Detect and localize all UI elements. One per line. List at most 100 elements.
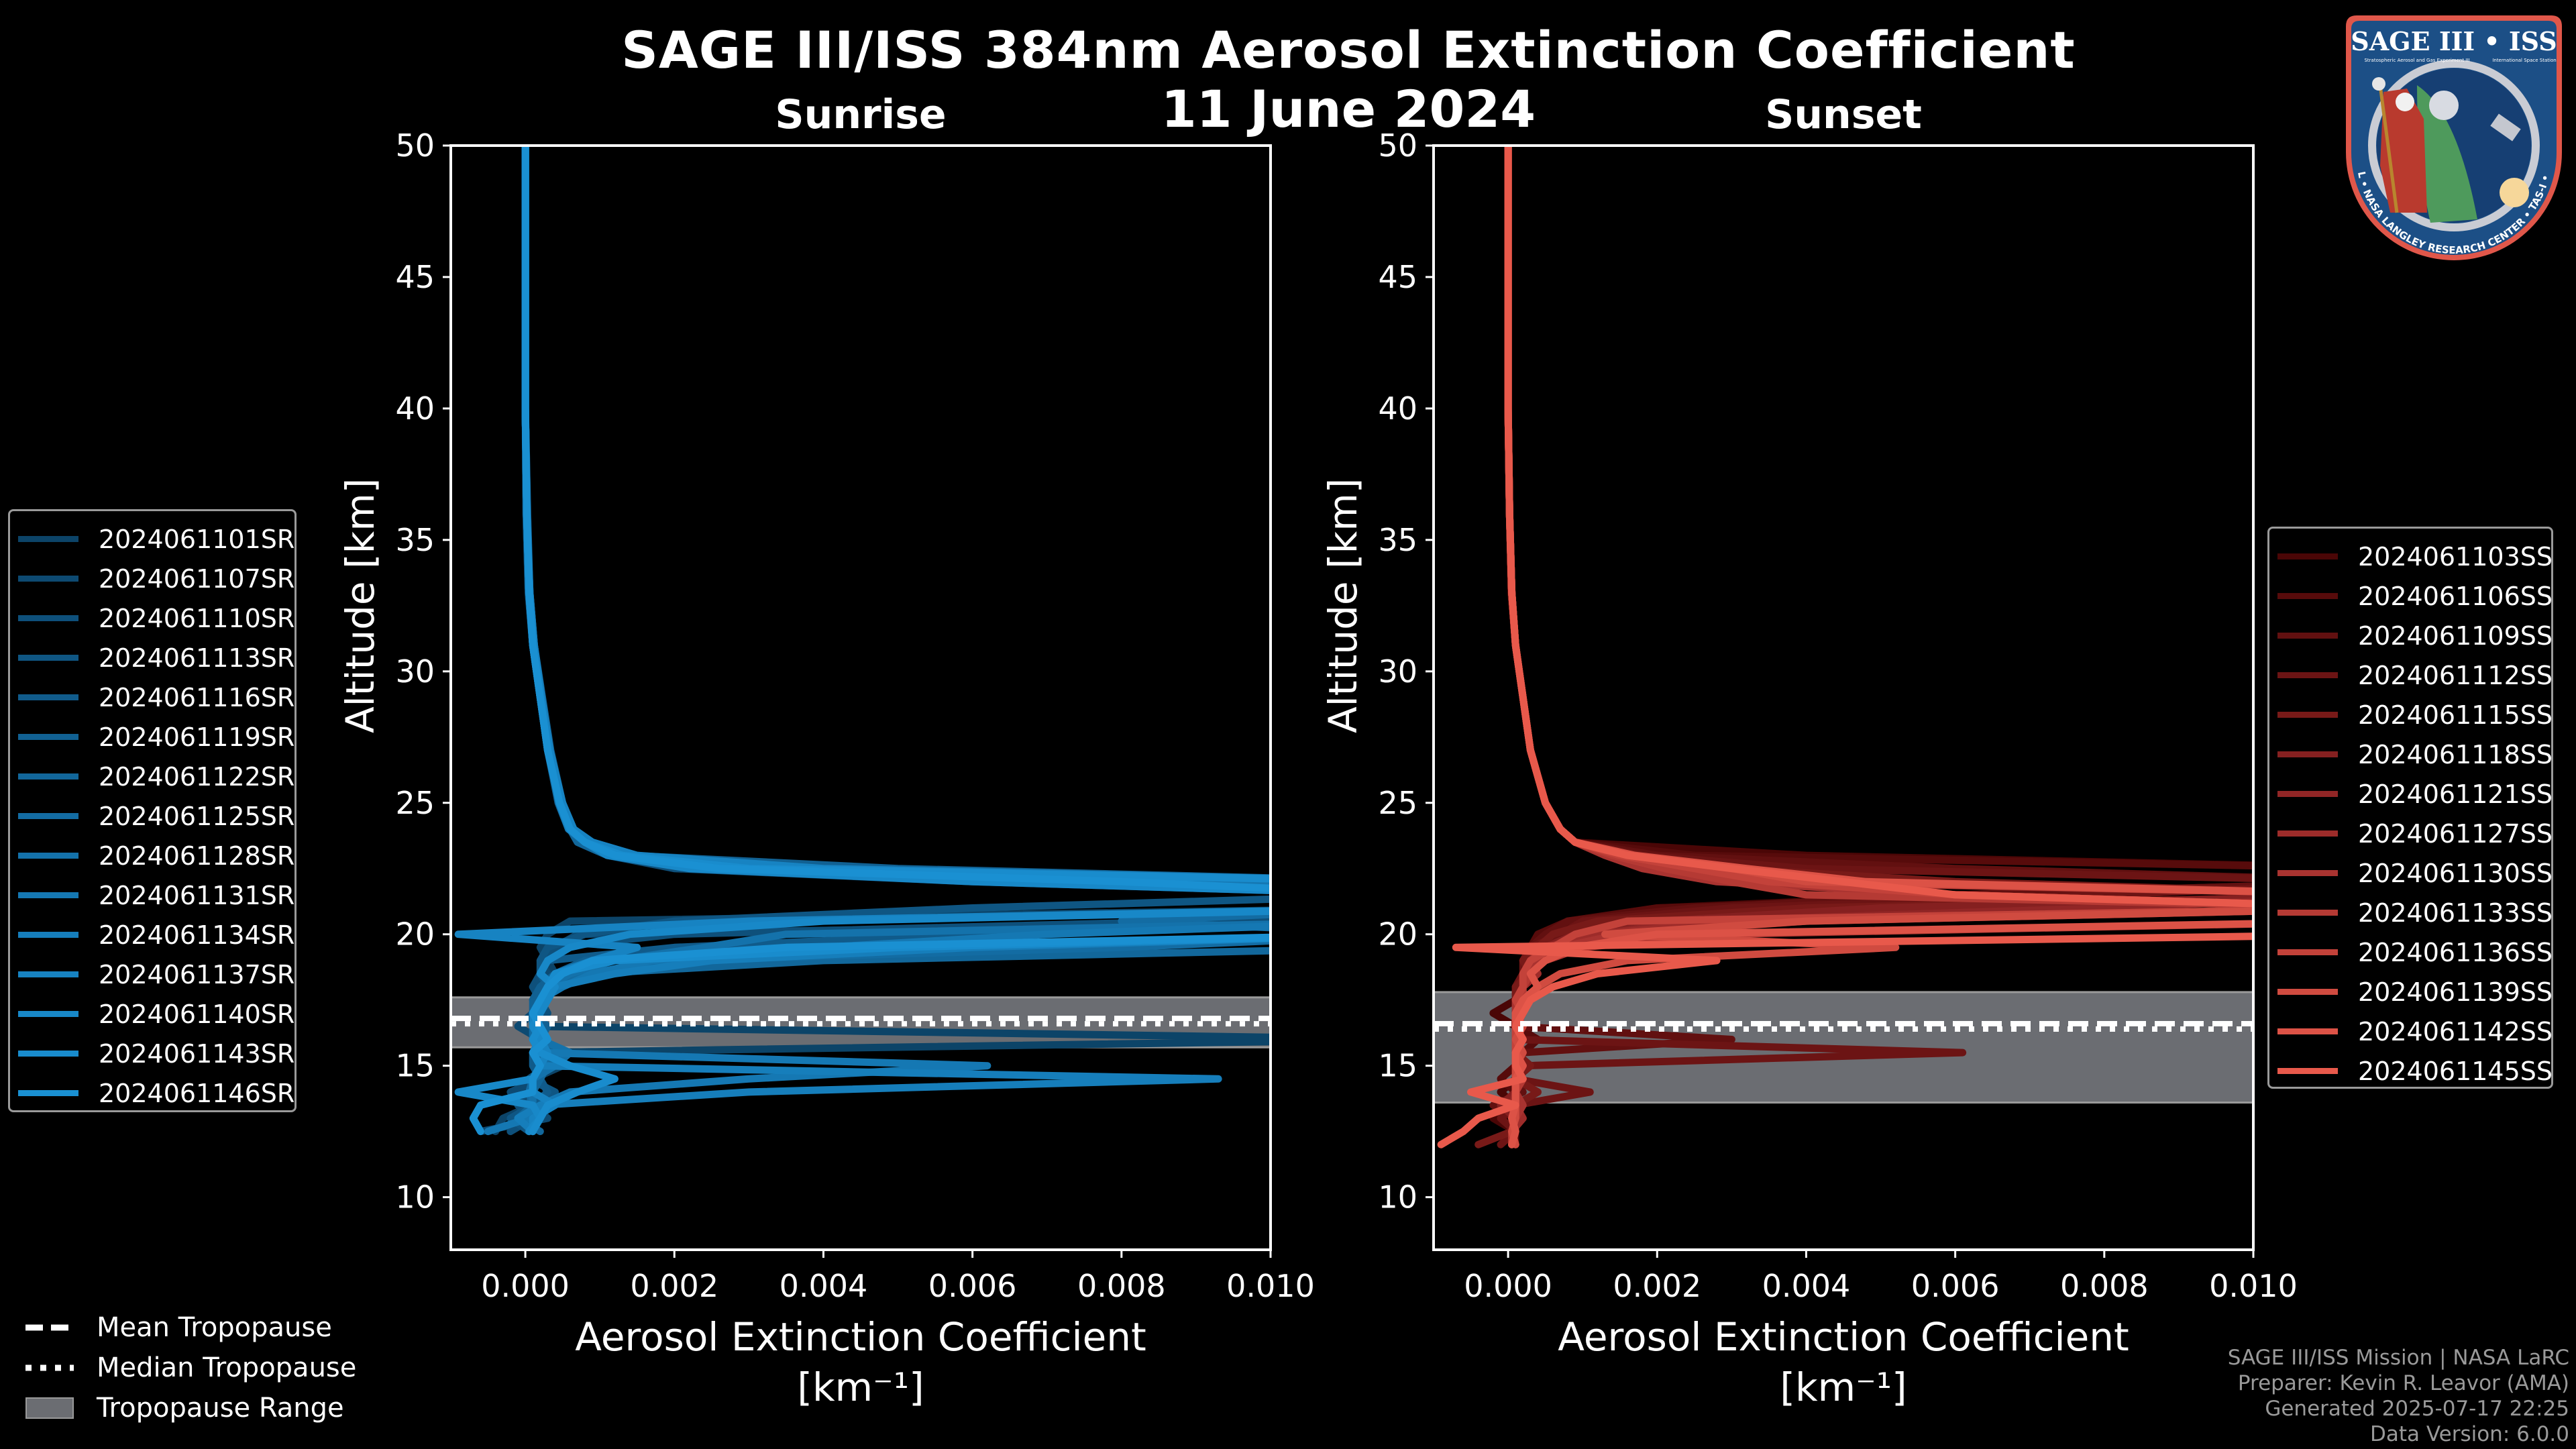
sunrise-profile-2024061137SR (454, 146, 1271, 1136)
median-tropopause-label: Median Tropopause (97, 1352, 357, 1383)
sunrise-profile-2024061122SR (514, 146, 1271, 1136)
legend-label: 2024061107SR (99, 564, 295, 594)
date-title: 11 June 2024 (1161, 79, 1536, 139)
sunrise-profile-2024061146SR (469, 146, 1271, 1136)
sunset-ylabel: Altitude [km] (1320, 478, 1366, 733)
legend-line-swatch (18, 1011, 78, 1017)
logo-title: SAGE III • ISS (2351, 26, 2557, 56)
sunrise-ytick-label: 20 (395, 916, 435, 953)
legend-item: 2024061143SR (10, 1034, 294, 1073)
legend-item: 2024061109SS (2269, 616, 2553, 655)
legend-item: 2024061142SS (2269, 1012, 2553, 1051)
legend-item: 2024061122SR (10, 757, 294, 796)
legend-line-swatch (18, 971, 78, 977)
moon-icon (2429, 91, 2459, 120)
sunset-plot: 10 15 20 25 30 35 40 45 50 0.000 0.002 0.004 0.006 0.… (1320, 127, 2298, 1410)
sunset-xtick-label: 0.008 (2060, 1268, 2149, 1304)
sunrise-xlabel: Aerosol Extinction Coefficient (575, 1314, 1146, 1360)
legend-line-swatch (18, 1090, 78, 1096)
sunrise-ytick-label: 45 (395, 259, 435, 295)
sunset-ytick-label: 50 (1378, 127, 1417, 164)
staff-orb (2372, 77, 2385, 91)
sunset-ytick-label: 25 (1378, 785, 1417, 821)
legend-line-swatch (18, 615, 78, 621)
legend-item: 2024061115SS (2269, 695, 2553, 735)
mean-tropopause-label: Mean Tropopause (97, 1312, 332, 1343)
sunset-ytick-label: 40 (1378, 390, 1417, 427)
footer-generated: Generated 2025-07-17 22:25 (2265, 1397, 2569, 1421)
legend-line-swatch (18, 694, 78, 700)
legend-line-swatch (2277, 791, 2338, 797)
sunset-xtick-label: 0.002 (1613, 1268, 1701, 1304)
legend-label: 2024061110SR (99, 603, 295, 633)
logo-subtitle-right: International Space Station (2492, 58, 2556, 63)
legend-item: 2024061125SR (10, 796, 294, 836)
legend-tropopause-range: Tropopause Range (25, 1389, 344, 1428)
sunrise-ytick-label: 10 (395, 1179, 435, 1216)
legend-item: 2024061113SR (10, 638, 294, 678)
sunset-ytick-label: 45 (1378, 259, 1417, 295)
legend-label: 2024061142SS (2358, 1016, 2553, 1046)
legend-line-swatch (2277, 910, 2338, 916)
sunrise-xlabel-units: [km⁻¹] (797, 1364, 924, 1410)
sunset-xtick-label: 0.004 (1762, 1268, 1851, 1304)
legend-line-swatch (2277, 1068, 2338, 1074)
sunrise-axes-frame (449, 144, 1272, 1251)
sunrise-profile-2024061119SR (521, 146, 1271, 1136)
legend-line-swatch (18, 734, 78, 740)
sunset-xlabel-units: [km⁻¹] (1780, 1364, 1907, 1410)
sunset-legend: 2024061103SS 2024061106SS 2024061109SS 2024… (2267, 527, 2553, 1089)
legend-label: 2024061101SR (99, 524, 295, 554)
sunset-xtick-label: 0.006 (1911, 1268, 2000, 1304)
legend-line-swatch (2277, 870, 2338, 876)
legend-label: 2024061143SR (99, 1038, 295, 1069)
legend-label: 2024061119SR (99, 722, 295, 752)
sunrise-profile-2024061113SR (506, 146, 1271, 1136)
legend-line-swatch (18, 1051, 78, 1057)
sunrise-xtick-label: 0.000 (481, 1268, 570, 1304)
legend-item: 2024061116SR (10, 678, 294, 717)
legend-item: 2024061131SR (10, 875, 294, 915)
sunrise-profile-2024061143SR (521, 146, 1271, 1136)
legend-line-swatch (2277, 633, 2338, 639)
legend-item: 2024061112SS (2269, 655, 2553, 695)
sunrise-ylabel: Altitude [km] (337, 478, 383, 733)
legend-line-swatch (2277, 989, 2338, 995)
legend-item: 2024061145SS (2269, 1051, 2553, 1091)
legend-label: 2024061128SR (99, 841, 295, 871)
legend-line-swatch (18, 576, 78, 582)
legend-line-swatch (2277, 751, 2338, 757)
legend-item: 2024061101SR (10, 519, 294, 559)
legend-line-swatch (18, 853, 78, 859)
sunrise-profile-2024061101SR (492, 146, 1271, 1136)
legend-label: 2024061131SR (99, 880, 295, 910)
legend-line-swatch (18, 536, 78, 542)
sunrise-profile-2024061131SR (484, 146, 1271, 1136)
legend-line-swatch (18, 655, 78, 661)
legend-label: 2024061118SS (2358, 739, 2553, 769)
legend-label: 2024061136SS (2358, 937, 2553, 967)
legend-item: 2024061107SR (10, 559, 294, 598)
legend-median-tropopause: Median Tropopause (25, 1348, 356, 1387)
legend-label: 2024061134SR (99, 920, 295, 950)
sage-iii-iss-mission-logo: SAGE III • ISS Stratospheric Aerosol and… (2343, 11, 2562, 260)
sunrise-xtick-label: 0.008 (1077, 1268, 1166, 1304)
legend-label: 2024061125SR (99, 801, 295, 831)
sunset-ytick-label: 30 (1378, 653, 1417, 690)
iss-icon (2490, 113, 2521, 142)
legend-line-swatch (18, 773, 78, 780)
sunrise-xtick-label: 0.010 (1226, 1268, 1315, 1304)
tropopause-legend: Mean Tropopause Median Tropopause Tropop… (0, 1308, 376, 1429)
legend-label: 2024061103SS (2358, 541, 2553, 572)
footer-mission: SAGE III/ISS Mission | NASA LaRC (2227, 1346, 2569, 1370)
wizard-beard (2396, 93, 2414, 111)
legend-label: 2024061121SS (2358, 779, 2553, 809)
sunrise-profile-2024061116SR (521, 146, 1271, 1136)
sunset-axes-frame (1432, 144, 2255, 1251)
legend-label: 2024061137SR (99, 959, 295, 989)
legend-item: 2024061146SR (10, 1073, 294, 1113)
sunrise-panel-title: Sunrise (775, 91, 947, 138)
legend-label: 2024061127SS (2358, 818, 2553, 849)
legend-label: 2024061133SS (2358, 898, 2553, 928)
sunrise-ytick-label: 35 (395, 522, 435, 558)
